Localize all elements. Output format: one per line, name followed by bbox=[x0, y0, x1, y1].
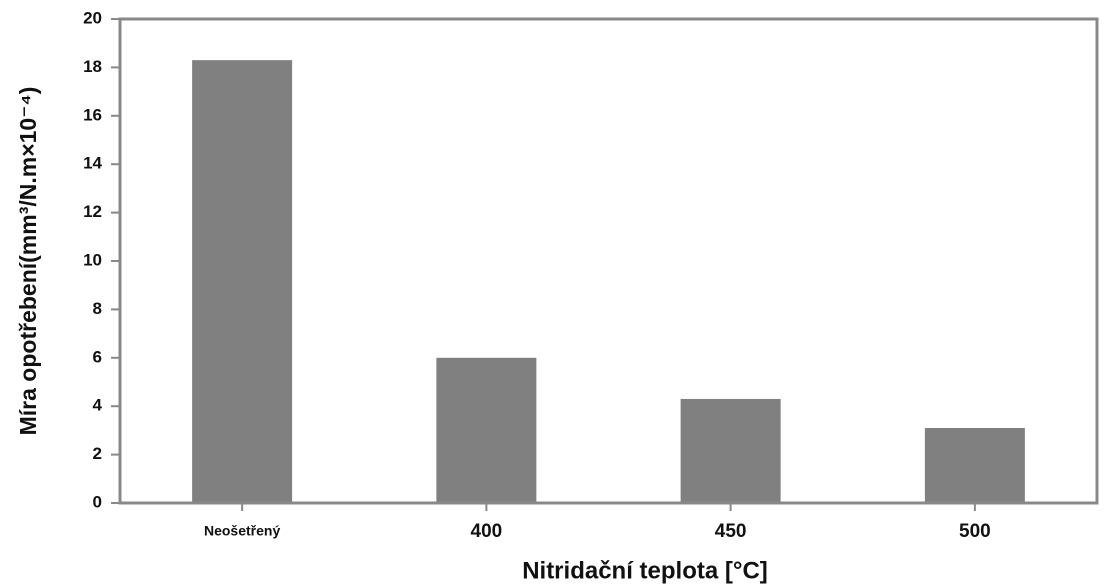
y-tick-label: 14 bbox=[83, 154, 102, 173]
x-tick-label: 400 bbox=[471, 521, 503, 542]
bar bbox=[436, 357, 537, 503]
bar bbox=[680, 398, 781, 503]
y-tick-label: 4 bbox=[93, 396, 103, 415]
y-tick-label: 12 bbox=[83, 202, 102, 221]
y-tick-label: 8 bbox=[93, 299, 102, 318]
y-tick-label: 10 bbox=[83, 250, 102, 269]
bar bbox=[192, 60, 293, 503]
y-tick-label: 20 bbox=[83, 8, 102, 27]
y-tick-label: 0 bbox=[93, 492, 102, 511]
x-tick-label: 500 bbox=[959, 521, 991, 542]
y-tick-label: 18 bbox=[83, 57, 102, 76]
x-axis-title: Nitridační teplota [°C] bbox=[522, 557, 768, 584]
x-tick-label: Neošetřený bbox=[204, 523, 280, 539]
plot-frame bbox=[118, 17, 1099, 505]
y-axis-title: Míra opotřebení(mm³/N.m×10⁻⁴) bbox=[15, 87, 41, 436]
y-tick-label: 16 bbox=[83, 105, 102, 124]
bar bbox=[924, 427, 1025, 503]
y-tick-label: 6 bbox=[93, 347, 102, 366]
y-tick-label: 2 bbox=[93, 444, 102, 463]
x-tick-label: 450 bbox=[715, 521, 747, 542]
